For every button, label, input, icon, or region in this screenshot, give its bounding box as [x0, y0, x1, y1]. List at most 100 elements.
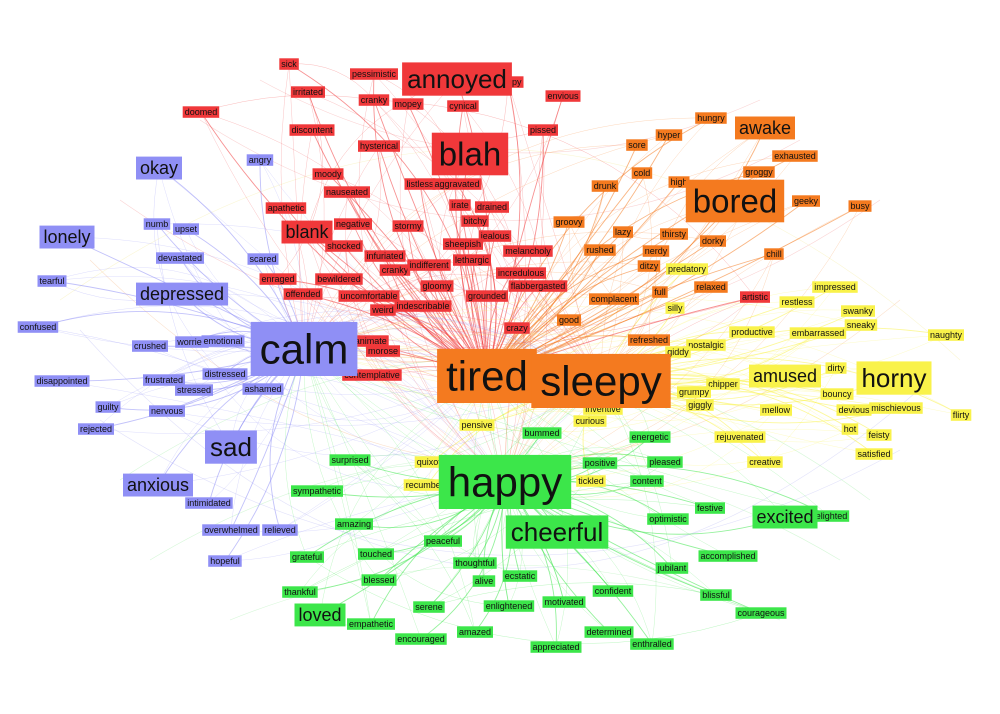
mood-node-box: [392, 220, 424, 232]
mood-node-box: [453, 254, 491, 266]
mood-node-box: [841, 423, 859, 435]
mood-node-refreshed: refreshed: [628, 334, 670, 346]
mood-node-label: recumbent: [406, 480, 449, 490]
mood-node-label: empathetic: [349, 619, 394, 629]
mood-node-box: [764, 248, 784, 260]
mood-node-box: [584, 626, 634, 638]
mood-node-label: upset: [175, 224, 198, 234]
mood-node-box: [630, 475, 664, 487]
mood-node-box: [698, 550, 758, 562]
mood-node-label: creative: [749, 457, 781, 467]
mood-node-box: [173, 223, 199, 235]
mood-edge: [306, 556, 762, 644]
mood-node-flabbergasted: flabbergasted: [508, 280, 568, 292]
mood-node-label: relieved: [264, 525, 296, 535]
mood-node-disappointed: disappointed: [34, 375, 90, 387]
mood-node-serene: serene: [413, 601, 445, 613]
mood-node-giddy: giddy: [665, 346, 691, 358]
mood-node-box: [752, 505, 818, 529]
mood-node-giggly: giggly: [686, 399, 714, 411]
mood-node-hungry: hungry: [695, 112, 727, 124]
mood-node-rejuvenated: rejuvenated: [714, 431, 766, 443]
mood-node-label: blessed: [363, 575, 394, 585]
mood-node-annoyed: annoyed: [402, 62, 512, 96]
mood-node-optimistic: optimistic: [647, 513, 689, 525]
mood-node-box: [772, 150, 818, 162]
mood-node-label: motivated: [544, 597, 583, 607]
mood-node-label: giggly: [688, 400, 712, 410]
mood-node-contemplative: contemplative: [342, 369, 402, 381]
mood-node-label: contemplative: [344, 370, 400, 380]
mood-node-label: good: [559, 315, 579, 325]
mood-edge: [373, 99, 488, 377]
mood-node-curious: curious: [573, 415, 607, 427]
mood-edge: [648, 127, 766, 341]
mood-node-box: [592, 585, 634, 597]
mood-node-label: swanky: [843, 306, 874, 316]
mood-node-label: ecstatic: [505, 571, 536, 581]
mood-node-label: enlightened: [486, 601, 533, 611]
mood-node-box: [34, 375, 90, 387]
mood-node-awake: awake: [735, 116, 795, 140]
mood-node-weird: weird: [370, 304, 396, 316]
mood-node-label: feisty: [868, 430, 890, 440]
mood-node-box: [143, 374, 185, 386]
mood-node-box: [530, 641, 582, 653]
mood-node-energetic: energetic: [629, 431, 671, 443]
mood-node-cheerful: cheerful: [505, 515, 609, 549]
mood-edge: [504, 171, 760, 483]
mood-node-label: nervous: [151, 406, 184, 416]
mood-edge: [486, 375, 557, 648]
mood-edge: [193, 315, 602, 391]
mood-node-box: [589, 293, 639, 305]
mood-node-rushed: rushed: [584, 244, 616, 256]
mood-node-box: [573, 415, 607, 427]
mood-node-label: mopey: [394, 99, 422, 109]
mood-node-box: [848, 200, 872, 212]
mood-node-label: sleepy: [540, 358, 661, 405]
mood-node-discontent: discontent: [289, 124, 335, 136]
mood-node-box: [553, 216, 585, 228]
mood-node-box: [290, 551, 324, 563]
mood-node-pissed: pissed: [528, 124, 558, 136]
mood-node-bummed: bummed: [522, 427, 562, 439]
mood-node-label: moody: [314, 169, 342, 179]
mood-node-label: guilty: [97, 402, 119, 412]
mood-node-label: discontent: [291, 125, 333, 135]
mood-node-label: uncomfortable: [340, 291, 397, 301]
mood-node-box: [630, 638, 674, 650]
mood-node-groovy: groovy: [553, 216, 585, 228]
mood-node-box: [343, 335, 389, 347]
mood-node-hot: hot: [841, 423, 859, 435]
mood-edge: [303, 348, 422, 640]
mood-node-label: depressed: [140, 284, 224, 304]
mood-node-geeky: geeky: [792, 195, 820, 207]
mood-edge: [538, 129, 602, 382]
mood-node-label: bummed: [524, 428, 559, 438]
mood-node-box: [334, 218, 372, 230]
mood-node-naughty: naughty: [928, 329, 964, 341]
mood-node-label: offended: [286, 289, 321, 299]
mood-node-box: [475, 201, 509, 213]
mood-node-courageous: courageous: [735, 607, 787, 619]
mood-node-confused: confused: [17, 321, 59, 333]
mood-node-label: curious: [575, 416, 605, 426]
mood-node-box: [542, 596, 586, 608]
mood-node-label: irritated: [293, 87, 323, 97]
mood-node-box: [149, 405, 185, 417]
mood-node-box: [347, 618, 395, 630]
mood-node-devastated: devastated: [156, 252, 204, 264]
mood-node-guilty: guilty: [95, 401, 121, 413]
mood-node-label: thirsty: [662, 229, 687, 239]
mood-node-box: [502, 570, 538, 582]
mood-node-label: pensive: [461, 420, 492, 430]
mood-node-box: [95, 401, 121, 413]
mood-node-label: cynical: [449, 101, 477, 111]
mood-node-label: emotional: [203, 336, 242, 346]
mood-node-intimidated: intimidated: [185, 497, 233, 509]
mood-node-label: grounded: [468, 291, 506, 301]
mood-node-incredulous: incredulous: [496, 267, 546, 279]
mood-node-box: [576, 475, 606, 487]
mood-edge: [486, 81, 521, 377]
mood-node-box: [714, 431, 766, 443]
